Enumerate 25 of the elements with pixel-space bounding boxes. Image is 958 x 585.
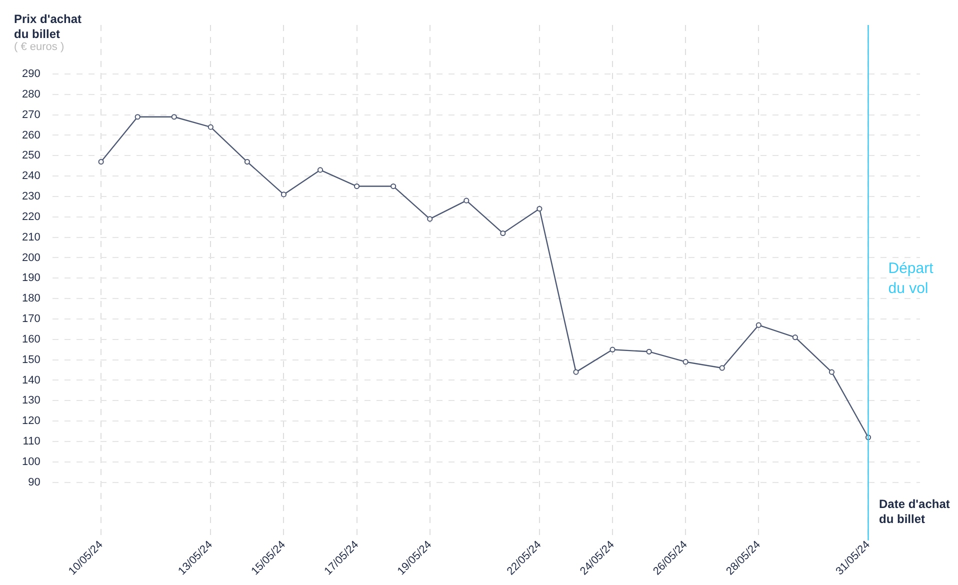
y-tick-label: 280 <box>22 88 40 100</box>
y-tick-label: 230 <box>22 190 40 203</box>
y-tick-label: 260 <box>22 129 40 142</box>
y-tick-label: 210 <box>22 231 40 244</box>
y-tick-label: 190 <box>22 272 40 284</box>
y-tick-label: 250 <box>22 150 40 162</box>
y-tick-label: 120 <box>22 415 40 428</box>
y-tick-label: 110 <box>22 436 40 448</box>
y-tick-label: 130 <box>22 394 40 407</box>
y-tick-label: 220 <box>22 210 40 223</box>
ref-line-label: Départ du vol <box>888 259 934 299</box>
y-tick-label: 290 <box>22 68 40 80</box>
annotation: ( € euros ) <box>14 40 64 55</box>
y-tick-label: 170 <box>22 313 40 326</box>
y-tick-label: 160 <box>22 333 40 346</box>
y-tick-label: 200 <box>22 252 40 264</box>
y-tick-label: 240 <box>22 170 40 182</box>
y-axis-title: Prix d'achat du billet <box>14 12 83 42</box>
y-tick-label: 90 <box>28 476 40 488</box>
x-axis-title: Date d'achat du billet <box>879 497 951 527</box>
y-tick-label: 150 <box>22 354 40 366</box>
y-tick-label: 140 <box>22 374 40 386</box>
y-tick-label: 270 <box>22 108 40 121</box>
y-tick-label: 180 <box>22 292 40 305</box>
y-tick-label: 100 <box>22 456 40 468</box>
